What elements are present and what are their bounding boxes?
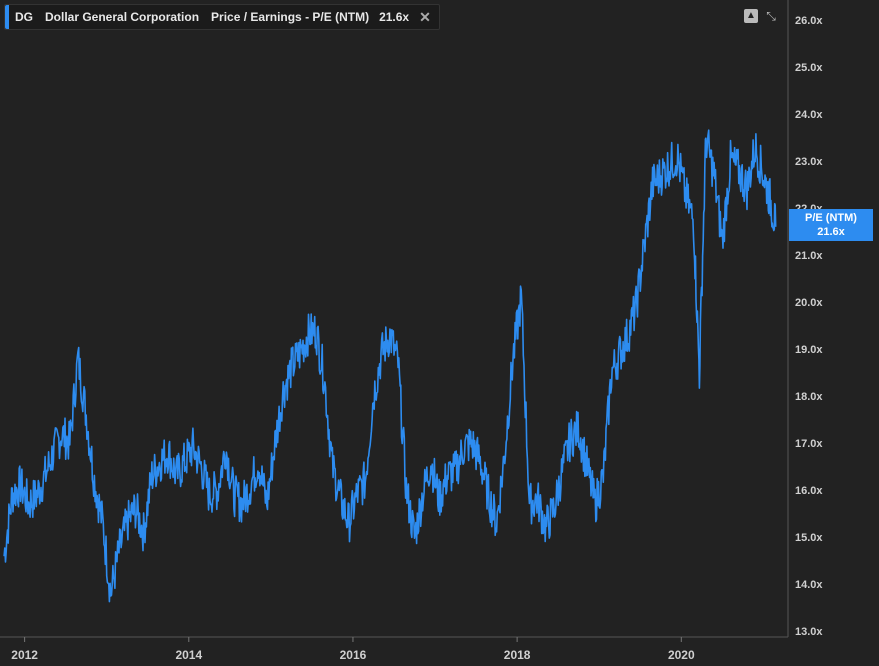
x-axis-ticks: 2012 2014 2016 2018 2020 [11,637,695,662]
pe-series-line [3,129,777,603]
legend-company: Dollar General Corporation [45,10,200,24]
export-icon[interactable]: ▲ [744,9,758,23]
x-tick-label: 2018 [504,648,531,662]
y-tick-label: 13.0x [795,626,823,638]
badge-label: P/E (NTM) [805,212,857,224]
y-tick-label: 26.0x [795,15,823,27]
y-tick-label: 18.0x [795,391,823,403]
y-tick-label: 23.0x [795,156,823,168]
chart-tools: ▲ ⤡ [744,9,778,23]
y-tick-label: 24.0x [795,109,823,121]
legend-value: 21.6x [379,10,410,24]
current-value-badge: P/E (NTM) 21.6x [789,209,873,241]
close-icon[interactable]: ✕ [419,8,431,25]
y-tick-label: 14.0x [795,579,823,591]
y-tick-label: 20.0x [795,297,823,309]
y-tick-label: 15.0x [795,532,823,544]
x-tick-label: 2014 [175,648,202,662]
series-color-swatch [5,5,9,29]
legend-ticker: DG [15,10,33,24]
y-tick-label: 16.0x [795,485,823,497]
y-tick-label: 21.0x [795,250,823,262]
y-tick-label: 19.0x [795,344,823,356]
collapse-icon[interactable]: ⤡ [766,9,776,23]
badge-value: 21.6x [817,226,845,238]
y-tick-label: 17.0x [795,438,823,450]
y-axis-ticks: 26.0x25.0x24.0x23.0x22.0x21.0x20.0x19.0x… [795,15,823,638]
x-tick-label: 2012 [11,648,38,662]
legend-metric: Price / Earnings - P/E (NTM) [211,10,370,24]
series-legend: DG Dollar General Corporation Price / Ea… [4,4,440,30]
x-tick-label: 2016 [340,648,367,662]
x-tick-label: 2020 [668,648,695,662]
y-tick-label: 25.0x [795,62,823,74]
